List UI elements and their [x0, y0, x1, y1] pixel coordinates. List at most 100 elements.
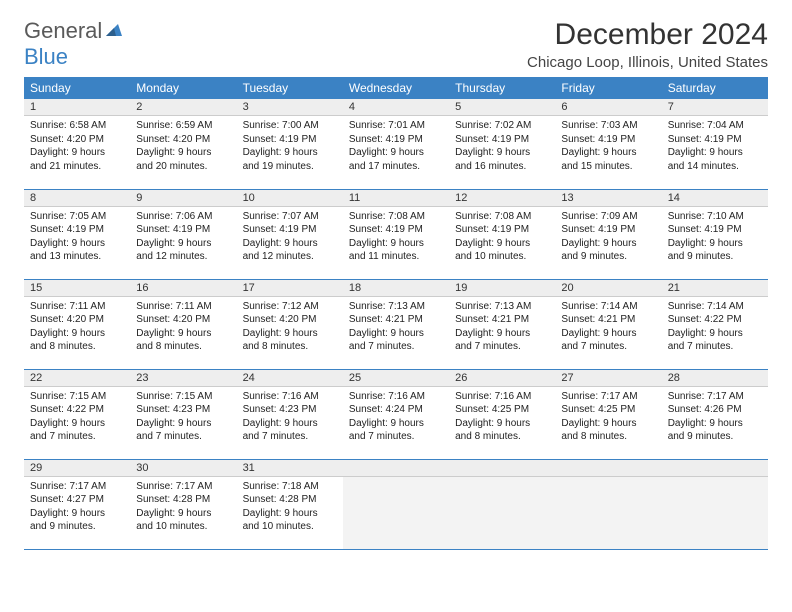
day-number: 16 [130, 280, 236, 297]
sunrise-line: Sunrise: 7:13 AM [349, 300, 443, 314]
day-details: Sunrise: 7:08 AMSunset: 4:19 PMDaylight:… [449, 207, 555, 270]
daylight-line: Daylight: 9 hours and 8 minutes. [136, 327, 230, 354]
sunrise-line: Sunrise: 7:13 AM [455, 300, 549, 314]
location-text: Chicago Loop, Illinois, United States [527, 54, 768, 71]
sunset-line: Sunset: 4:26 PM [668, 403, 762, 417]
day-number: 28 [662, 370, 768, 387]
calendar-day-cell: 27Sunrise: 7:17 AMSunset: 4:25 PMDayligh… [555, 369, 661, 459]
day-number: 8 [24, 190, 130, 207]
calendar-day-cell: 3Sunrise: 7:00 AMSunset: 4:19 PMDaylight… [237, 99, 343, 189]
sunset-line: Sunset: 4:20 PM [30, 133, 124, 147]
day-number: 12 [449, 190, 555, 207]
daylight-line: Daylight: 9 hours and 8 minutes. [30, 327, 124, 354]
sunrise-line: Sunrise: 7:16 AM [455, 390, 549, 404]
calendar-week-row: 8Sunrise: 7:05 AMSunset: 4:19 PMDaylight… [24, 189, 768, 279]
sunrise-line: Sunrise: 7:15 AM [136, 390, 230, 404]
day-details: Sunrise: 7:14 AMSunset: 4:21 PMDaylight:… [555, 297, 661, 360]
calendar-day-cell: 16 Sunrise: 7:11 AMSunset: 4:20 PMDayligh… [130, 279, 236, 369]
day-number: 15 [24, 280, 130, 297]
day-details: Sunrise: 7:17 AMSunset: 4:26 PMDaylight:… [662, 387, 768, 450]
day-details: Sunrise: 7:11 AMSunset: 4:20 PMDaylight:… [24, 297, 130, 360]
header: General Blue December 2024 Chicago Loop,… [24, 18, 768, 71]
sunset-line: Sunset: 4:19 PM [349, 133, 443, 147]
calendar-day-cell: 30Sunrise: 7:17 AMSunset: 4:28 PMDayligh… [130, 459, 236, 549]
calendar-body: 1Sunrise: 6:58 AMSunset: 4:20 PMDaylight… [24, 99, 768, 549]
sunrise-line: Sunrise: 7:06 AM [136, 210, 230, 224]
calendar-day-cell: 4Sunrise: 7:01 AMSunset: 4:19 PMDaylight… [343, 99, 449, 189]
sunrise-line: Sunrise: 7:08 AM [349, 210, 443, 224]
day-number: 22 [24, 370, 130, 387]
calendar-week-row: 1Sunrise: 6:58 AMSunset: 4:20 PMDaylight… [24, 99, 768, 189]
day-details: Sunrise: 7:13 AMSunset: 4:21 PMDaylight:… [449, 297, 555, 360]
day-details: Sunrise: 6:59 AMSunset: 4:20 PMDaylight:… [130, 116, 236, 179]
day-number: 30 [130, 460, 236, 477]
daylight-line: Daylight: 9 hours and 8 minutes. [561, 417, 655, 444]
calendar-week-row: 15Sunrise: 7:11 AMSunset: 4:20 PMDayligh… [24, 279, 768, 369]
calendar-empty-cell [343, 459, 449, 549]
sunrise-line: Sunrise: 7:12 AM [243, 300, 337, 314]
sunrise-line: Sunrise: 7:11 AM [136, 300, 230, 314]
day-details: Sunrise: 7:05 AMSunset: 4:19 PMDaylight:… [24, 207, 130, 270]
sunset-line: Sunset: 4:25 PM [561, 403, 655, 417]
calendar-day-cell: 5Sunrise: 7:02 AMSunset: 4:19 PMDaylight… [449, 99, 555, 189]
sunset-line: Sunset: 4:25 PM [455, 403, 549, 417]
calendar-day-cell: 24Sunrise: 7:16 AMSunset: 4:23 PMDayligh… [237, 369, 343, 459]
sunset-line: Sunset: 4:20 PM [136, 133, 230, 147]
sunrise-line: Sunrise: 7:15 AM [30, 390, 124, 404]
day-details: Sunrise: 7:00 AMSunset: 4:19 PMDaylight:… [237, 116, 343, 179]
daylight-line: Daylight: 9 hours and 7 minutes. [349, 417, 443, 444]
daylight-line: Daylight: 9 hours and 11 minutes. [349, 237, 443, 264]
calendar-day-cell: 23Sunrise: 7:15 AMSunset: 4:23 PMDayligh… [130, 369, 236, 459]
sunset-line: Sunset: 4:19 PM [136, 223, 230, 237]
sunrise-line: Sunrise: 7:10 AM [668, 210, 762, 224]
day-details: Sunrise: 7:17 AMSunset: 4:27 PMDaylight:… [24, 477, 130, 540]
daylight-line: Daylight: 9 hours and 7 minutes. [349, 327, 443, 354]
day-details: Sunrise: 7:12 AMSunset: 4:20 PMDaylight:… [237, 297, 343, 360]
brand-logo: General Blue [24, 18, 124, 70]
daylight-line: Daylight: 9 hours and 7 minutes. [136, 417, 230, 444]
calendar-day-cell: 11Sunrise: 7:08 AMSunset: 4:19 PMDayligh… [343, 189, 449, 279]
calendar-empty-cell [449, 459, 555, 549]
sunset-line: Sunset: 4:22 PM [668, 313, 762, 327]
sunrise-line: Sunrise: 7:04 AM [668, 119, 762, 133]
sunrise-line: Sunrise: 7:03 AM [561, 119, 655, 133]
sunset-line: Sunset: 4:27 PM [30, 493, 124, 507]
sunset-line: Sunset: 4:21 PM [349, 313, 443, 327]
daylight-line: Daylight: 9 hours and 10 minutes. [455, 237, 549, 264]
title-block: December 2024 Chicago Loop, Illinois, Un… [527, 18, 768, 71]
day-number: 20 [555, 280, 661, 297]
day-number: 7 [662, 99, 768, 116]
weekday-header: Friday [555, 77, 661, 99]
sunrise-line: Sunrise: 7:08 AM [455, 210, 549, 224]
day-number: 18 [343, 280, 449, 297]
sunset-line: Sunset: 4:19 PM [349, 223, 443, 237]
calendar-day-cell: 28Sunrise: 7:17 AMSunset: 4:26 PMDayligh… [662, 369, 768, 459]
day-details: Sunrise: 7:08 AMSunset: 4:19 PMDaylight:… [343, 207, 449, 270]
sunset-line: Sunset: 4:21 PM [561, 313, 655, 327]
daylight-line: Daylight: 9 hours and 21 minutes. [30, 146, 124, 173]
day-details: Sunrise: 7:14 AMSunset: 4:22 PMDaylight:… [662, 297, 768, 360]
sunrise-line: Sunrise: 7:17 AM [30, 480, 124, 494]
weekday-header: Sunday [24, 77, 130, 99]
sunrise-line: Sunrise: 7:16 AM [243, 390, 337, 404]
sunset-line: Sunset: 4:20 PM [136, 313, 230, 327]
sunset-line: Sunset: 4:28 PM [243, 493, 337, 507]
day-details: Sunrise: 7:07 AMSunset: 4:19 PMDaylight:… [237, 207, 343, 270]
daylight-line: Daylight: 9 hours and 14 minutes. [668, 146, 762, 173]
sunset-line: Sunset: 4:19 PM [243, 223, 337, 237]
sunset-line: Sunset: 4:28 PM [136, 493, 230, 507]
day-number: 11 [343, 190, 449, 207]
sunset-line: Sunset: 4:20 PM [30, 313, 124, 327]
day-number: 21 [662, 280, 768, 297]
sunset-line: Sunset: 4:19 PM [243, 133, 337, 147]
sunset-line: Sunset: 4:24 PM [349, 403, 443, 417]
day-number: 1 [24, 99, 130, 116]
day-details: Sunrise: 7:01 AMSunset: 4:19 PMDaylight:… [343, 116, 449, 179]
weekday-header: Thursday [449, 77, 555, 99]
calendar-day-cell: 9Sunrise: 7:06 AMSunset: 4:19 PMDaylight… [130, 189, 236, 279]
sunrise-line: Sunrise: 7:18 AM [243, 480, 337, 494]
calendar-day-cell: 7Sunrise: 7:04 AMSunset: 4:19 PMDaylight… [662, 99, 768, 189]
brand-sail-icon [104, 25, 124, 42]
calendar-table: SundayMondayTuesdayWednesdayThursdayFrid… [24, 77, 768, 550]
day-number: 23 [130, 370, 236, 387]
